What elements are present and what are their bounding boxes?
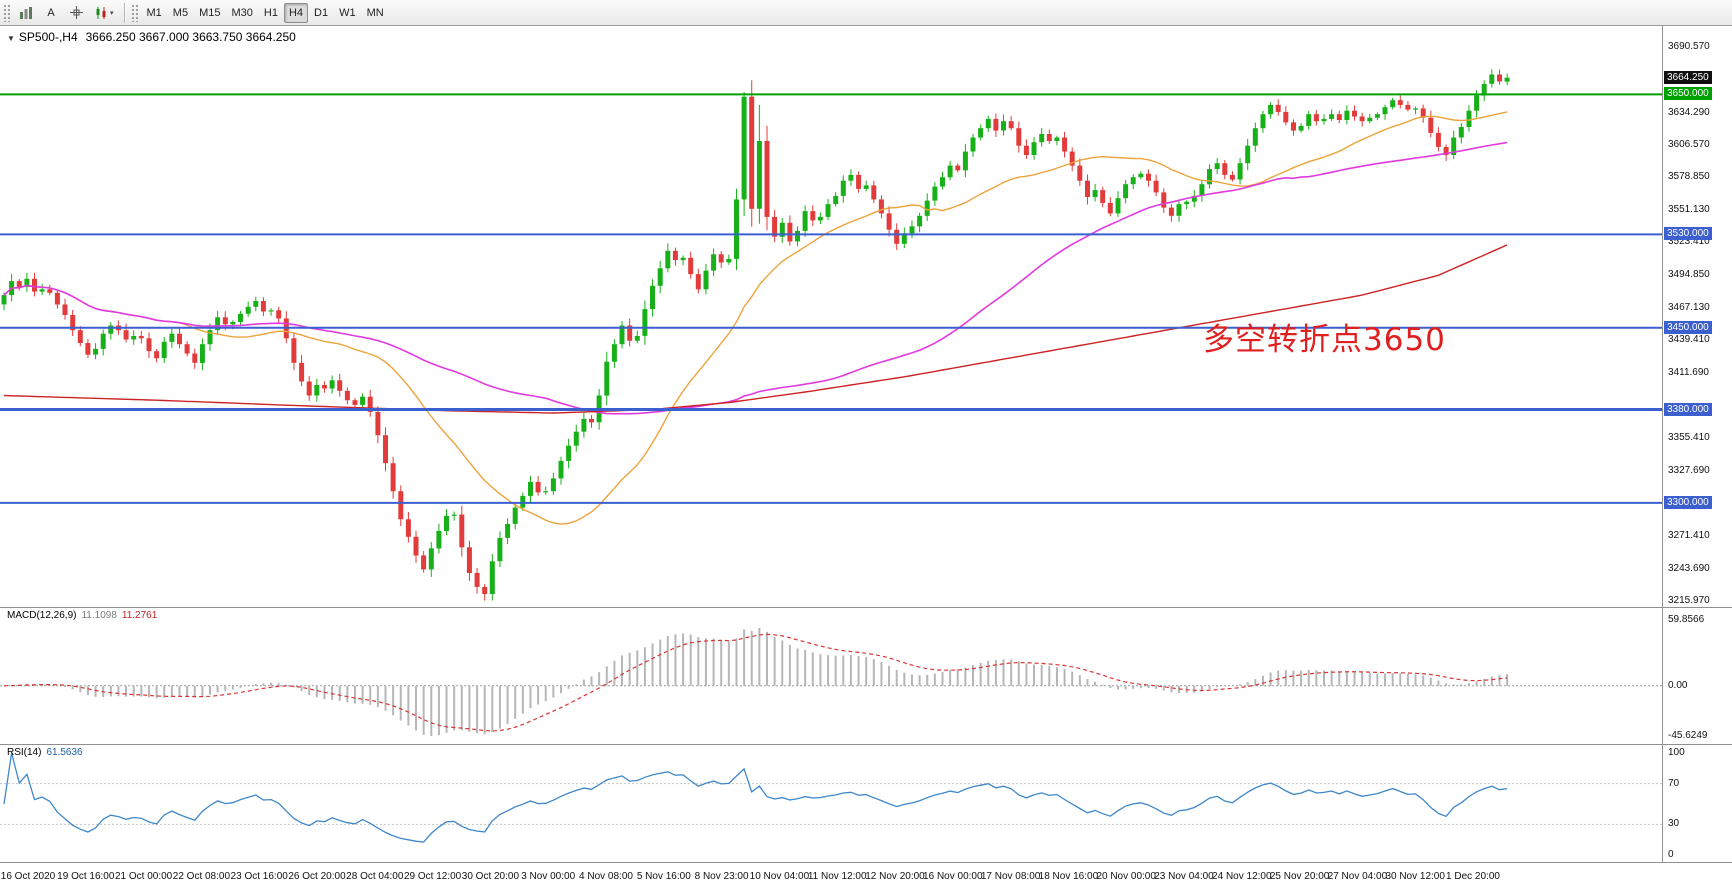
timeframe-button-m5[interactable]: M5 (168, 3, 193, 23)
crosshair-icon (69, 6, 83, 19)
candles-icon (96, 6, 106, 19)
rsi-chart[interactable] (0, 745, 1662, 862)
rsi-axis: 100 70 30 0 (1662, 745, 1732, 862)
time-label: 16 Nov 00:00 (923, 871, 983, 882)
time-label: 22 Oct 08:00 (172, 871, 231, 882)
timeframe-button-m15[interactable]: M15 (194, 3, 225, 23)
time-label: 30 Nov 12:00 (1385, 871, 1445, 882)
price-label: 3494.850 (1668, 269, 1710, 281)
rsi-value: 61.5636 (46, 747, 83, 758)
price-label: 3271.410 (1668, 530, 1710, 542)
timeframe-button-m1[interactable]: M1 (142, 3, 167, 23)
macd-label: MACD(12,26,9) 11.1098 11.2761 (7, 610, 157, 621)
rsi-name: RSI(14) (7, 747, 42, 758)
rsi-panel[interactable]: RSI(14) 61.5636 100 70 30 0 (0, 744, 1732, 862)
price-label: 3243.690 (1668, 562, 1710, 574)
macd-name: MACD(12,26,9) (7, 610, 77, 621)
price-axis: 3690.570 3634.290 3606.570 3578.850 3551.130… (1662, 26, 1732, 607)
text-tool-label: A (47, 6, 55, 19)
time-label: 18 Nov 16:00 (1038, 871, 1099, 882)
time-label: 10 Nov 04:00 (749, 871, 810, 882)
timeframe-button-h4[interactable]: H4 (283, 2, 309, 23)
time-label: 29 Oct 12:00 (403, 871, 462, 882)
macd-axis-label: -45.6249 (1668, 730, 1708, 741)
price-label: 3411.690 (1668, 366, 1709, 378)
chart-title: ▼ SP500-,H4 3666.250 3667.000 3663.750 366… (7, 30, 296, 44)
time-label: 27 Nov 04:00 (1327, 871, 1388, 882)
time-label: 1 Dec 20:00 (1446, 871, 1500, 882)
charts-icon[interactable] (14, 3, 38, 23)
rsi-label: RSI(14) 61.5636 (7, 747, 83, 758)
price-badge-blue-line: 3530.000 (1664, 227, 1712, 241)
main-chart-panel[interactable]: ▼ SP500-,H4 3666.250 3667.000 3663.750 366… (0, 26, 1732, 607)
price-label: 3327.690 (1668, 464, 1710, 476)
time-label: 3 Nov 00:00 (521, 871, 576, 882)
price-label: 3467.130 (1668, 301, 1710, 313)
time-label: 24 Nov 12:00 (1212, 871, 1272, 882)
rsi-axis-label: 0 (1668, 849, 1674, 860)
annotation-text: 多空转折点3650 (1203, 322, 1446, 358)
toolbar: A ▾ M1 M5 M15 M30 H1 H4 D1 W1 MN (0, 0, 1732, 26)
price-badge-current-price: 3664.250 (1664, 70, 1712, 84)
time-label: 23 Oct 16:00 (230, 871, 288, 882)
chart-symbol-label: SP500-,H4 (18, 30, 78, 44)
time-label: 12 Nov 20:00 (865, 871, 925, 882)
timeframe-button-d1[interactable]: D1 (309, 3, 333, 23)
chevron-down-icon: ▾ (110, 9, 114, 17)
chart-mode-button[interactable]: ▾ (89, 3, 119, 23)
bar-chart-icon (20, 6, 32, 19)
time-label: 28 Oct 04:00 (346, 871, 404, 882)
price-label: 3578.850 (1668, 171, 1710, 183)
price-badge-blue-line: 3300.000 (1664, 495, 1712, 509)
timeframe-toolbar-grip[interactable] (130, 3, 138, 22)
price-badge-blue-line: 3450.000 (1664, 320, 1712, 334)
price-badge-green-line: 3650.000 (1664, 87, 1712, 101)
toolbar-separator (123, 2, 125, 23)
price-label: 3690.570 (1668, 41, 1710, 52)
macd-axis-label: 59.8566 (1668, 614, 1705, 625)
time-label: 20 Nov 00:00 (1096, 871, 1156, 882)
time-label: 21 Oct 00:00 (114, 871, 173, 882)
rsi-axis-label: 100 (1668, 747, 1685, 758)
toolbar-grip[interactable] (3, 3, 10, 22)
price-label: 3523.410 (1668, 236, 1710, 248)
time-label: 16 Oct 2020 (0, 871, 56, 882)
price-label: 3551.130 (1668, 203, 1710, 215)
macd-axis: 59.8566 0.00 -45.6249 (1662, 608, 1732, 744)
timeframe-button-mn[interactable]: MN (362, 3, 389, 23)
time-label: 17 Nov 08:00 (980, 871, 1041, 882)
time-label: 23 Nov 04:00 (1154, 871, 1214, 882)
crosshair-button[interactable] (64, 3, 88, 23)
time-label: 4 Nov 08:00 (579, 871, 633, 882)
time-label: 25 Nov 20:00 (1269, 871, 1330, 882)
time-axis[interactable]: 16 Oct 2020 19 Oct 16:00 21 Oct 00:00 22 Oc… (0, 862, 1732, 894)
macd-panel[interactable]: MACD(12,26,9) 11.1098 11.2761 59.8566 0.00 -… (0, 607, 1732, 744)
price-label: 3355.410 (1668, 432, 1710, 444)
candlestick-chart[interactable] (0, 26, 1662, 607)
time-label: 26 Oct 20:00 (288, 871, 346, 882)
time-label: 30 Oct 20:00 (461, 871, 520, 882)
price-badge-blue-line: 3380.000 (1664, 402, 1712, 416)
price-label: 3215.970 (1668, 595, 1710, 606)
timeframe-button-w1[interactable]: W1 (334, 3, 361, 23)
text-tool-button[interactable]: A (39, 3, 63, 23)
macd-main-value: 11.1098 (81, 610, 117, 621)
timeframe-button-h1[interactable]: H1 (259, 3, 283, 23)
price-label: 3606.570 (1668, 139, 1710, 151)
time-label: 19 Oct 16:00 (57, 871, 115, 882)
time-label: 5 Nov 16:00 (636, 871, 691, 882)
price-label: 3634.290 (1668, 106, 1710, 118)
price-label: 3439.410 (1668, 334, 1710, 346)
rsi-axis-label: 30 (1668, 818, 1680, 830)
timeframe-button-m30[interactable]: M30 (226, 3, 257, 23)
time-label: 11 Nov 12:00 (807, 871, 867, 882)
macd-chart[interactable] (0, 608, 1662, 744)
collapse-triangle-icon[interactable]: ▼ (7, 34, 15, 43)
chart-ohlc-values: 3666.250 3667.000 3663.750 3664.250 (85, 30, 296, 44)
macd-axis-label: 0.00 (1668, 679, 1688, 691)
rsi-axis-label: 70 (1668, 777, 1680, 789)
macd-signal-value: 11.2761 (121, 610, 158, 621)
time-label: 8 Nov 23:00 (694, 871, 749, 882)
